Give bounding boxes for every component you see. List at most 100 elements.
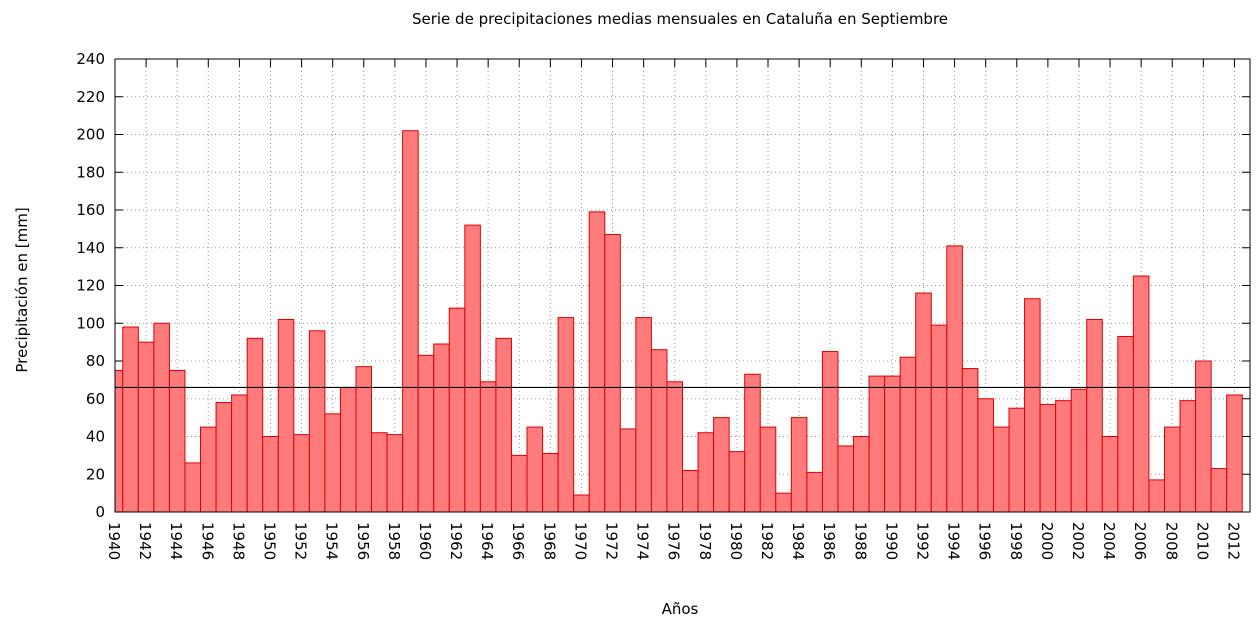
bar — [977, 398, 994, 512]
bar — [837, 445, 855, 512]
bar — [1117, 335, 1134, 512]
bar — [339, 386, 357, 512]
bar — [231, 394, 248, 512]
x-tick-label: 1952 — [292, 522, 310, 560]
bar — [1132, 275, 1150, 512]
x-tick-label: 1986 — [820, 522, 838, 560]
plot-frame — [114, 58, 1251, 513]
bar — [308, 330, 326, 512]
y-axis-label: Precipitación en [mm] — [13, 207, 31, 372]
bar — [821, 351, 839, 512]
bar — [790, 417, 808, 512]
bar — [526, 426, 544, 512]
x-tick-label: 2006 — [1131, 522, 1149, 560]
bar — [1070, 388, 1088, 512]
bar — [168, 369, 186, 512]
x-tick-label: 1942 — [136, 522, 154, 560]
bar — [277, 318, 295, 512]
x-tick-label: 1970 — [571, 522, 589, 560]
x-tick-label: 1944 — [167, 522, 185, 560]
y-tick-label: 60 — [86, 390, 105, 408]
bar — [868, 375, 886, 512]
x-tick-label: 2000 — [1038, 522, 1056, 560]
bar — [588, 211, 606, 512]
bar — [510, 454, 528, 512]
bar — [884, 375, 901, 512]
y-tick-label: 20 — [86, 465, 105, 483]
x-tick-label: 1954 — [323, 522, 341, 560]
bar — [775, 492, 792, 512]
bar — [1024, 298, 1041, 512]
x-tick-label: 2004 — [1100, 522, 1118, 560]
bar — [200, 426, 217, 512]
bar — [542, 452, 559, 512]
x-tick-label: 1980 — [727, 522, 745, 560]
bar — [293, 434, 310, 512]
bar — [557, 317, 575, 512]
bar — [137, 341, 155, 512]
x-tick-label: 1964 — [478, 522, 496, 560]
bar — [650, 349, 668, 512]
y-tick-label: 220 — [76, 88, 105, 106]
bar — [899, 356, 917, 512]
x-tick-label: 1984 — [789, 522, 807, 560]
y-tick-label: 120 — [76, 277, 105, 295]
bar — [1055, 400, 1072, 512]
bar — [853, 436, 870, 512]
x-tick-label: 1966 — [509, 522, 527, 560]
bar — [1179, 400, 1197, 512]
x-tick-label: 2008 — [1162, 522, 1180, 560]
chart-title: Serie de precipitaciones medias mensuale… — [412, 10, 948, 28]
bar — [1226, 394, 1243, 512]
x-tick-label: 1976 — [665, 522, 683, 560]
x-tick-label: 1992 — [913, 522, 931, 560]
bar — [666, 381, 683, 512]
x-tick-label: 1982 — [758, 522, 776, 560]
bar — [1210, 468, 1228, 512]
bar — [635, 317, 652, 512]
x-tick-label: 1996 — [976, 522, 994, 560]
y-tick-label: 140 — [76, 239, 105, 257]
x-tick-label: 2002 — [1069, 522, 1087, 560]
bar — [619, 428, 637, 512]
bar — [744, 373, 761, 512]
bar — [402, 130, 419, 512]
x-tick-label: 1958 — [385, 522, 403, 560]
bar — [448, 307, 466, 512]
x-tick-label: 1940 — [105, 522, 123, 560]
x-tick-label: 1974 — [634, 522, 652, 560]
bar — [386, 434, 404, 512]
y-tick-label: 200 — [76, 126, 105, 144]
x-tick-label: 2010 — [1193, 522, 1211, 560]
bar — [915, 292, 932, 512]
bar — [1163, 426, 1181, 512]
x-tick-label: 1988 — [851, 522, 869, 560]
bar — [1008, 407, 1026, 512]
x-tick-label: 1968 — [540, 522, 558, 560]
bar — [153, 322, 170, 512]
bar — [604, 234, 621, 512]
bar — [682, 469, 699, 512]
bar — [713, 417, 730, 512]
x-tick-label: 1978 — [696, 522, 714, 560]
bar — [992, 426, 1010, 512]
bar — [262, 436, 279, 512]
x-tick-label: 1950 — [260, 522, 278, 560]
bar — [759, 426, 777, 512]
x-tick-label: 1948 — [229, 522, 247, 560]
bar — [1148, 479, 1165, 512]
bar — [417, 354, 435, 512]
x-tick-label: 1946 — [198, 522, 216, 560]
y-tick-label: 80 — [86, 352, 105, 370]
x-tick-label: 1956 — [354, 522, 372, 560]
y-tick-label: 0 — [95, 503, 105, 521]
bar — [697, 432, 715, 512]
bar — [464, 224, 481, 512]
bar — [1195, 360, 1212, 512]
bar — [961, 368, 979, 512]
y-tick-label: 180 — [76, 163, 105, 181]
bar — [122, 326, 139, 512]
x-tick-label: 1998 — [1007, 522, 1025, 560]
bar — [495, 337, 512, 512]
